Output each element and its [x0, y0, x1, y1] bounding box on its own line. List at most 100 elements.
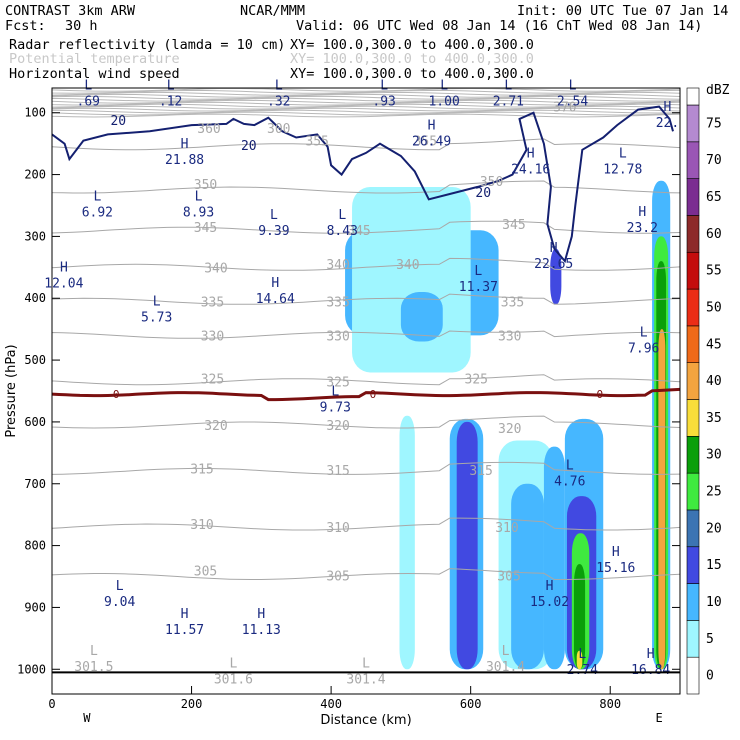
extremum-23: L9.73	[320, 384, 351, 415]
extremum-type: L	[84, 78, 92, 93]
extremum-type: H	[181, 607, 189, 622]
theta-contour-upper	[51, 99, 681, 104]
colorbar-label-35: 35	[706, 411, 722, 426]
colorbar-label-65: 65	[706, 190, 722, 205]
theta-label-5: 340	[204, 261, 227, 276]
extremum-value: 9.73	[320, 400, 351, 415]
colorbar-swatch-10	[686, 583, 700, 621]
theta-label-4: 345	[194, 221, 217, 236]
extremum-value: 12.78	[603, 162, 642, 177]
wind-contour-label-2: 20	[475, 186, 491, 201]
extremum-value: 301.4	[486, 660, 525, 675]
wind-contour-label-1: 20	[241, 139, 257, 154]
extremum-value: 9.04	[104, 595, 135, 610]
theta-label-7: 330	[201, 329, 224, 344]
theta-contour-310	[51, 517, 681, 531]
y-tick-label: 1000	[17, 662, 46, 676]
reflectivity-cell-10	[456, 421, 478, 670]
extremum-value: 22.65	[534, 257, 573, 272]
extremum-value: 7.96	[628, 342, 659, 357]
extremum-type: H	[60, 261, 68, 276]
extremum-type: L	[502, 644, 510, 659]
y-tick-label: 900	[24, 600, 46, 614]
extremum-type: L	[380, 78, 388, 93]
wind-contour-label-0: 20	[110, 114, 126, 129]
extremum-25: H15.16	[596, 545, 635, 576]
theta-contour-upper	[51, 107, 681, 112]
extremum-type: L	[578, 647, 586, 662]
extremum-value: 6.92	[82, 206, 113, 221]
extremum-value: .69	[77, 94, 100, 109]
extremum-6: L2.54	[557, 78, 588, 109]
colorbar-swatch-35	[686, 399, 700, 437]
freezing-level-line	[51, 387, 681, 402]
x-tick-label: 0	[48, 697, 55, 711]
theta-label-9: 320	[204, 419, 227, 434]
colorbar-label-75: 75	[706, 116, 722, 131]
y-tick-label: 800	[24, 539, 46, 553]
theta-contour-upper	[51, 93, 681, 98]
y-tick-label: 700	[24, 477, 46, 491]
extremum-type: L	[153, 295, 161, 310]
extremum-type: L	[474, 264, 482, 279]
extremum-value: 23.2	[627, 221, 658, 236]
colorbar: 0 5 10 15 20 25 30 35 40 45 50 55 60 65 70 75 dBZ	[686, 83, 730, 695]
extremum-value: .32	[267, 94, 290, 109]
extremum-15: L8.43	[327, 208, 358, 239]
extremum-12: L6.92	[82, 190, 113, 221]
field-xy-theta: XY= 100.0,300.0 to 400.0,300.0	[290, 51, 534, 67]
extremum-4: L1.00	[428, 78, 459, 109]
reflectivity-cell-12	[511, 483, 544, 670]
reflectivity-cell-17	[573, 564, 586, 670]
colorbar-swatch-65	[686, 178, 700, 216]
y-tick-label: 200	[24, 168, 46, 182]
extremum-value: .93	[372, 94, 395, 109]
field-name-reflectivity: Radar reflectivity (lamda = 10 cm)	[9, 37, 285, 53]
theta-contour-upper	[51, 103, 681, 108]
field-xy-wind: XY= 100.0,300.0 to 400.0,300.0	[290, 66, 534, 82]
reflectivity-cell-3	[550, 248, 562, 305]
colorbar-label-5: 5	[706, 632, 714, 647]
theta-label-31: 310	[495, 521, 518, 536]
y-tick-label: 100	[24, 106, 46, 120]
extremum-type: H	[550, 241, 558, 256]
extremum-type: L	[270, 208, 278, 223]
extremum-value: 11.57	[165, 623, 204, 638]
theta-label-0: 360	[197, 122, 220, 137]
extremum-type: L	[619, 146, 627, 161]
extremum-value: 12.04	[44, 277, 83, 292]
theta-contour-upper	[51, 97, 681, 102]
theta-label-2: 370	[553, 101, 576, 116]
wind-contour-20	[51, 105, 674, 264]
extremum-value: 301.4	[346, 672, 385, 687]
theta-contour-upper	[51, 87, 681, 92]
extremum-14: L9.39	[258, 208, 289, 239]
freezing-level-label-1: 0	[370, 388, 377, 401]
extremum-11: L12.78	[603, 146, 642, 177]
theta-label-25: 325	[465, 373, 488, 388]
theta-label-24: 325	[326, 376, 349, 391]
reflectivity-cell-13	[543, 446, 565, 670]
colorbar-label-70: 70	[706, 153, 722, 168]
theta-contour-350	[51, 180, 681, 194]
theta-contour-upper	[51, 111, 681, 116]
theta-contour-upper	[51, 109, 681, 114]
colorbar-swatch-30	[686, 436, 700, 474]
extremum-type: L	[195, 190, 203, 205]
extremum-value: 11.37	[459, 280, 498, 295]
colorbar-swatch-0	[686, 656, 700, 695]
extremum-value: 301.5	[74, 660, 113, 675]
extremum-value: 15.02	[530, 595, 569, 610]
extremum-value: 14.64	[256, 292, 295, 307]
x-tick-label: 200	[181, 697, 203, 711]
theta-contour-335	[51, 293, 681, 305]
colorbar-label-0: 0	[706, 669, 714, 684]
colorbar-label-15: 15	[706, 558, 722, 573]
extremum-3: L.93	[372, 78, 395, 109]
theta-label-30: 310	[326, 521, 349, 536]
theta-label-32: 305	[326, 569, 349, 584]
extremum-26: L9.04	[104, 579, 135, 610]
colorbar-label-25: 25	[706, 485, 722, 500]
